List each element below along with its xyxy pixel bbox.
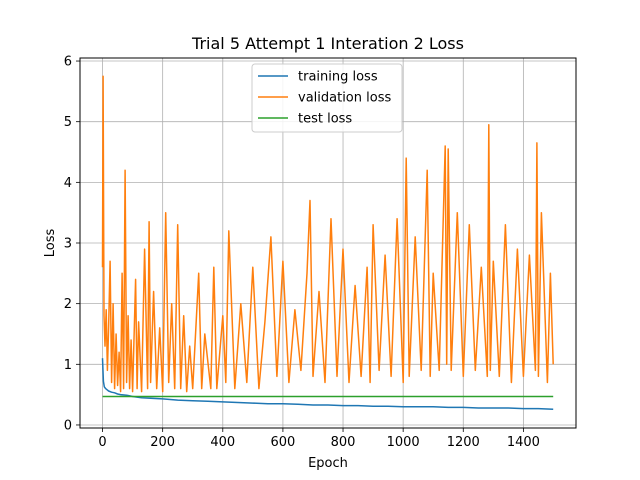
x-tick-label: 800 [331,435,356,450]
y-tick-label: 1 [64,358,72,373]
legend-label-test-loss: test loss [298,112,352,127]
y-tick-label: 5 [64,115,72,130]
x-axis-label: Epoch [308,456,348,471]
y-tick-label: 2 [64,297,72,312]
y-tick-label: 6 [64,55,72,70]
y-tick-label: 4 [64,176,72,191]
chart-title: Trial 5 Attempt 1 Interation 2 Loss [191,34,464,53]
legend: training loss validation loss test loss [251,63,403,133]
y-axis-ticks: 0 1 2 3 4 5 6 [64,55,80,433]
x-tick-label: 400 [210,435,235,450]
x-tick-label: 0 [98,435,106,450]
legend-label-training-loss: training loss [298,70,378,85]
x-tick-label: 200 [150,435,175,450]
validation-loss-line [101,75,554,393]
legend-box [251,63,403,133]
y-tick-label: 0 [64,418,72,433]
x-tick-label: 1200 [447,435,480,450]
training-loss-line [101,358,554,410]
x-tick-label: 600 [270,435,295,450]
x-axis-ticks: 0 200 400 600 800 1000 1200 1400 [98,428,540,450]
x-tick-label: 1000 [387,435,420,450]
y-tick-label: 3 [64,237,72,252]
legend-label-validation-loss: validation loss [298,91,391,106]
x-tick-label: 1400 [507,435,540,450]
series-lines [101,75,554,410]
y-axis-label: Loss [43,229,58,258]
